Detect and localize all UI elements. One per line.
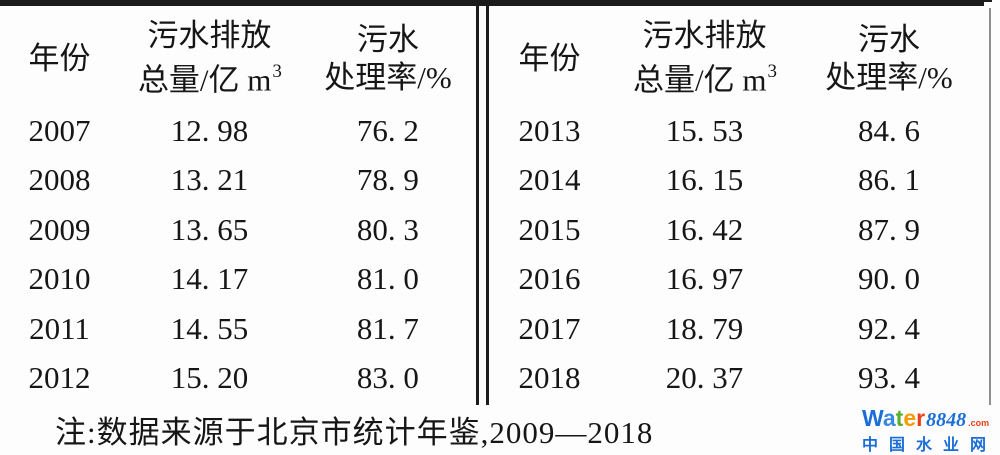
table-row: 2008 13. 21 78. 9	[0, 156, 476, 206]
table-row: 2011 14. 55 81. 7	[0, 304, 476, 354]
header-discharge: 污水排放 总量/亿 m3	[611, 17, 798, 99]
center-divider-line-left	[476, 5, 479, 405]
header-discharge-line1: 污水排放	[147, 18, 272, 54]
brand-word: Water	[862, 406, 925, 431]
table-row: 2014 16. 15 86. 1	[488, 156, 980, 206]
cell-rate: 90. 0	[857, 261, 920, 297]
table-row: 2017 18. 79 92. 4	[488, 304, 980, 354]
cell-rate: 81. 7	[356, 310, 419, 346]
cell-rate: 86. 1	[857, 162, 920, 198]
header-rate: 污水 处理率/%	[300, 21, 476, 97]
cell-rate: 87. 9	[857, 211, 920, 247]
table-right-half: 年份 污水排放 总量/亿 m3 污水 处理率/% 2013 15. 53 84.…	[488, 13, 1000, 403]
header-year-label: 年份	[518, 40, 581, 76]
brand-letter: r	[916, 405, 926, 431]
cell-year: 2017	[518, 310, 581, 346]
watermark-site-name: 中国水业网	[862, 437, 998, 454]
cell-discharge: 16. 15	[665, 162, 744, 198]
header-discharge-unit: 总量/亿 m	[137, 62, 272, 98]
brand-letter: a	[882, 405, 896, 431]
cell-year: 2011	[29, 310, 90, 346]
cell-rate: 76. 2	[356, 112, 419, 148]
brand-letter: e	[903, 405, 917, 431]
header-year-label: 年份	[28, 40, 91, 76]
cell-discharge: 20. 37	[665, 360, 744, 396]
cell-year: 2008	[28, 162, 91, 198]
cell-rate: 84. 6	[857, 112, 920, 148]
table-row: 2016 16. 97 90. 0	[488, 255, 980, 305]
cell-year: 2016	[518, 261, 581, 297]
right-edge-line	[989, 8, 991, 405]
table-body-right: 2013 15. 53 84. 6 2014 16. 15 86. 1 2015…	[488, 106, 980, 403]
header-rate-line2: 处理率/%	[324, 59, 452, 95]
table-header-left: 年份 污水排放 总量/亿 m3 污水 处理率/%	[0, 13, 476, 104]
cell-rate: 80. 3	[356, 211, 419, 247]
cell-discharge: 16. 42	[665, 211, 744, 247]
header-discharge-line1: 污水排放	[642, 18, 767, 54]
cell-discharge: 15. 20	[170, 360, 249, 396]
cell-rate: 93. 4	[857, 360, 920, 396]
cell-discharge: 14. 55	[170, 310, 249, 346]
header-year: 年份	[488, 40, 611, 78]
header-discharge-unit: 总量/亿 m	[632, 62, 767, 98]
header-rate: 污水 处理率/%	[798, 21, 980, 97]
cell-year: 2010	[28, 261, 91, 297]
watermark-logo: Water 8848 .com 中国水业网	[862, 406, 998, 455]
header-rate-line1: 污水	[857, 21, 920, 57]
cell-year: 2018	[518, 360, 581, 396]
table-body-left: 2007 12. 98 76. 2 2008 13. 21 78. 9 2009…	[0, 106, 476, 403]
cell-discharge: 13. 65	[170, 211, 249, 247]
header-rate-line2: 处理率/%	[825, 59, 953, 95]
cell-rate: 92. 4	[857, 310, 920, 346]
table-row: 2012 15. 20 83. 0	[0, 354, 476, 404]
cell-rate: 81. 0	[356, 261, 419, 297]
cell-discharge: 14. 17	[170, 261, 249, 297]
cell-year: 2015	[518, 211, 581, 247]
header-rate-line1: 污水	[356, 21, 419, 57]
watermark-brand-line: Water 8848 .com	[862, 406, 998, 431]
header-year: 年份	[0, 40, 119, 78]
source-note: 注:数据来源于北京市统计年鉴,2009—2018	[55, 415, 654, 450]
cell-rate: 78. 9	[356, 162, 419, 198]
header-discharge-line2: 总量/亿 m3	[119, 55, 300, 99]
cell-discharge: 16. 97	[665, 261, 744, 297]
brand-number: 8848	[926, 409, 967, 431]
brand-letter: t	[895, 405, 904, 431]
table-left-half: 年份 污水排放 总量/亿 m3 污水 处理率/% 2007 12. 98 76.…	[0, 13, 476, 403]
cell-year: 2014	[518, 162, 581, 198]
table-row: 2007 12. 98 76. 2	[0, 106, 476, 156]
cell-discharge: 13. 21	[170, 162, 249, 198]
cell-year: 2009	[28, 211, 91, 247]
table-row: 2010 14. 17 81. 0	[0, 255, 476, 305]
table-row: 2009 13. 65 80. 3	[0, 205, 476, 255]
cell-discharge: 15. 53	[665, 112, 744, 148]
table-row: 2013 15. 53 84. 6	[488, 106, 980, 156]
bottom-rule	[0, 0, 984, 6]
brand-domain: .com	[968, 418, 990, 428]
center-divider-line-right	[486, 5, 489, 405]
cell-year: 2007	[28, 112, 91, 148]
header-discharge-superscript: 3	[767, 61, 777, 83]
table-row: 2018 20. 37 93. 4	[488, 354, 980, 404]
header-discharge: 污水排放 总量/亿 m3	[119, 17, 300, 99]
cell-discharge: 18. 79	[665, 310, 744, 346]
cell-year: 2013	[518, 112, 581, 148]
brand-letter: W	[862, 405, 883, 431]
table-row: 2015 16. 42 87. 9	[488, 205, 980, 255]
cell-discharge: 12. 98	[170, 112, 249, 148]
cell-year: 2012	[28, 360, 91, 396]
cell-rate: 83. 0	[356, 360, 419, 396]
table-header-right: 年份 污水排放 总量/亿 m3 污水 处理率/%	[488, 13, 980, 104]
header-discharge-line2: 总量/亿 m3	[611, 55, 798, 99]
header-discharge-superscript: 3	[272, 61, 282, 83]
